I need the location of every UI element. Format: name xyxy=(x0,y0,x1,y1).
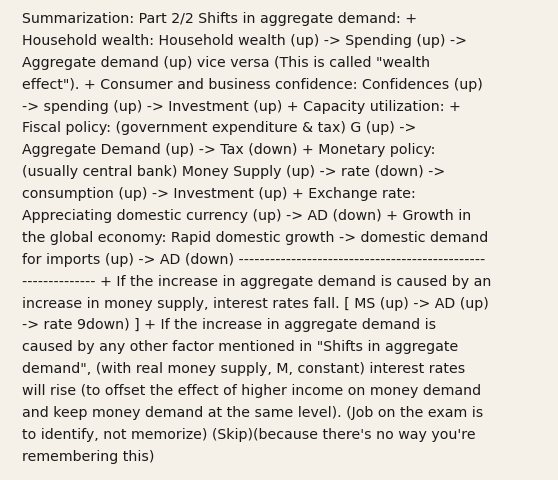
Text: caused by any other factor mentioned in "Shifts in aggregate: caused by any other factor mentioned in … xyxy=(22,339,459,354)
Text: (usually central bank) Money Supply (up) -> rate (down) ->: (usually central bank) Money Supply (up)… xyxy=(22,165,445,179)
Text: Aggregate Demand (up) -> Tax (down) + Monetary policy:: Aggregate Demand (up) -> Tax (down) + Mo… xyxy=(22,143,436,157)
Text: will rise (to offset the effect of higher income on money demand: will rise (to offset the effect of highe… xyxy=(22,383,482,397)
Text: remembering this): remembering this) xyxy=(22,449,155,463)
Text: the global economy: Rapid domestic growth -> domestic demand: the global economy: Rapid domestic growt… xyxy=(22,230,489,244)
Text: increase in money supply, interest rates fall. [ MS (up) -> AD (up): increase in money supply, interest rates… xyxy=(22,296,489,310)
Text: -> spending (up) -> Investment (up) + Capacity utilization: +: -> spending (up) -> Investment (up) + Ca… xyxy=(22,99,461,113)
Text: consumption (up) -> Investment (up) + Exchange rate:: consumption (up) -> Investment (up) + Ex… xyxy=(22,187,416,201)
Text: effect"). + Consumer and business confidence: Confidences (up): effect"). + Consumer and business confid… xyxy=(22,77,483,92)
Text: Fiscal policy: (government expenditure & tax) G (up) ->: Fiscal policy: (government expenditure &… xyxy=(22,121,417,135)
Text: for imports (up) -> AD (down) -----------------------------------------------: for imports (up) -> AD (down) ----------… xyxy=(22,252,485,266)
Text: demand", (with real money supply, M, constant) interest rates: demand", (with real money supply, M, con… xyxy=(22,361,465,375)
Text: -> rate 9down) ] + If the increase in aggregate demand is: -> rate 9down) ] + If the increase in ag… xyxy=(22,318,436,332)
Text: to identify, not memorize) (Skip)(because there's no way you're: to identify, not memorize) (Skip)(becaus… xyxy=(22,427,476,441)
Text: -------------- + If the increase in aggregate demand is caused by an: -------------- + If the increase in aggr… xyxy=(22,274,492,288)
Text: and keep money demand at the same level). (Job on the exam is: and keep money demand at the same level)… xyxy=(22,405,484,419)
Text: Appreciating domestic currency (up) -> AD (down) + Growth in: Appreciating domestic currency (up) -> A… xyxy=(22,208,472,223)
Text: Summarization: Part 2/2 Shifts in aggregate demand: +: Summarization: Part 2/2 Shifts in aggreg… xyxy=(22,12,417,26)
Text: Aggregate demand (up) vice versa (This is called "wealth: Aggregate demand (up) vice versa (This i… xyxy=(22,56,430,70)
Text: Household wealth: Household wealth (up) -> Spending (up) ->: Household wealth: Household wealth (up) … xyxy=(22,34,467,48)
